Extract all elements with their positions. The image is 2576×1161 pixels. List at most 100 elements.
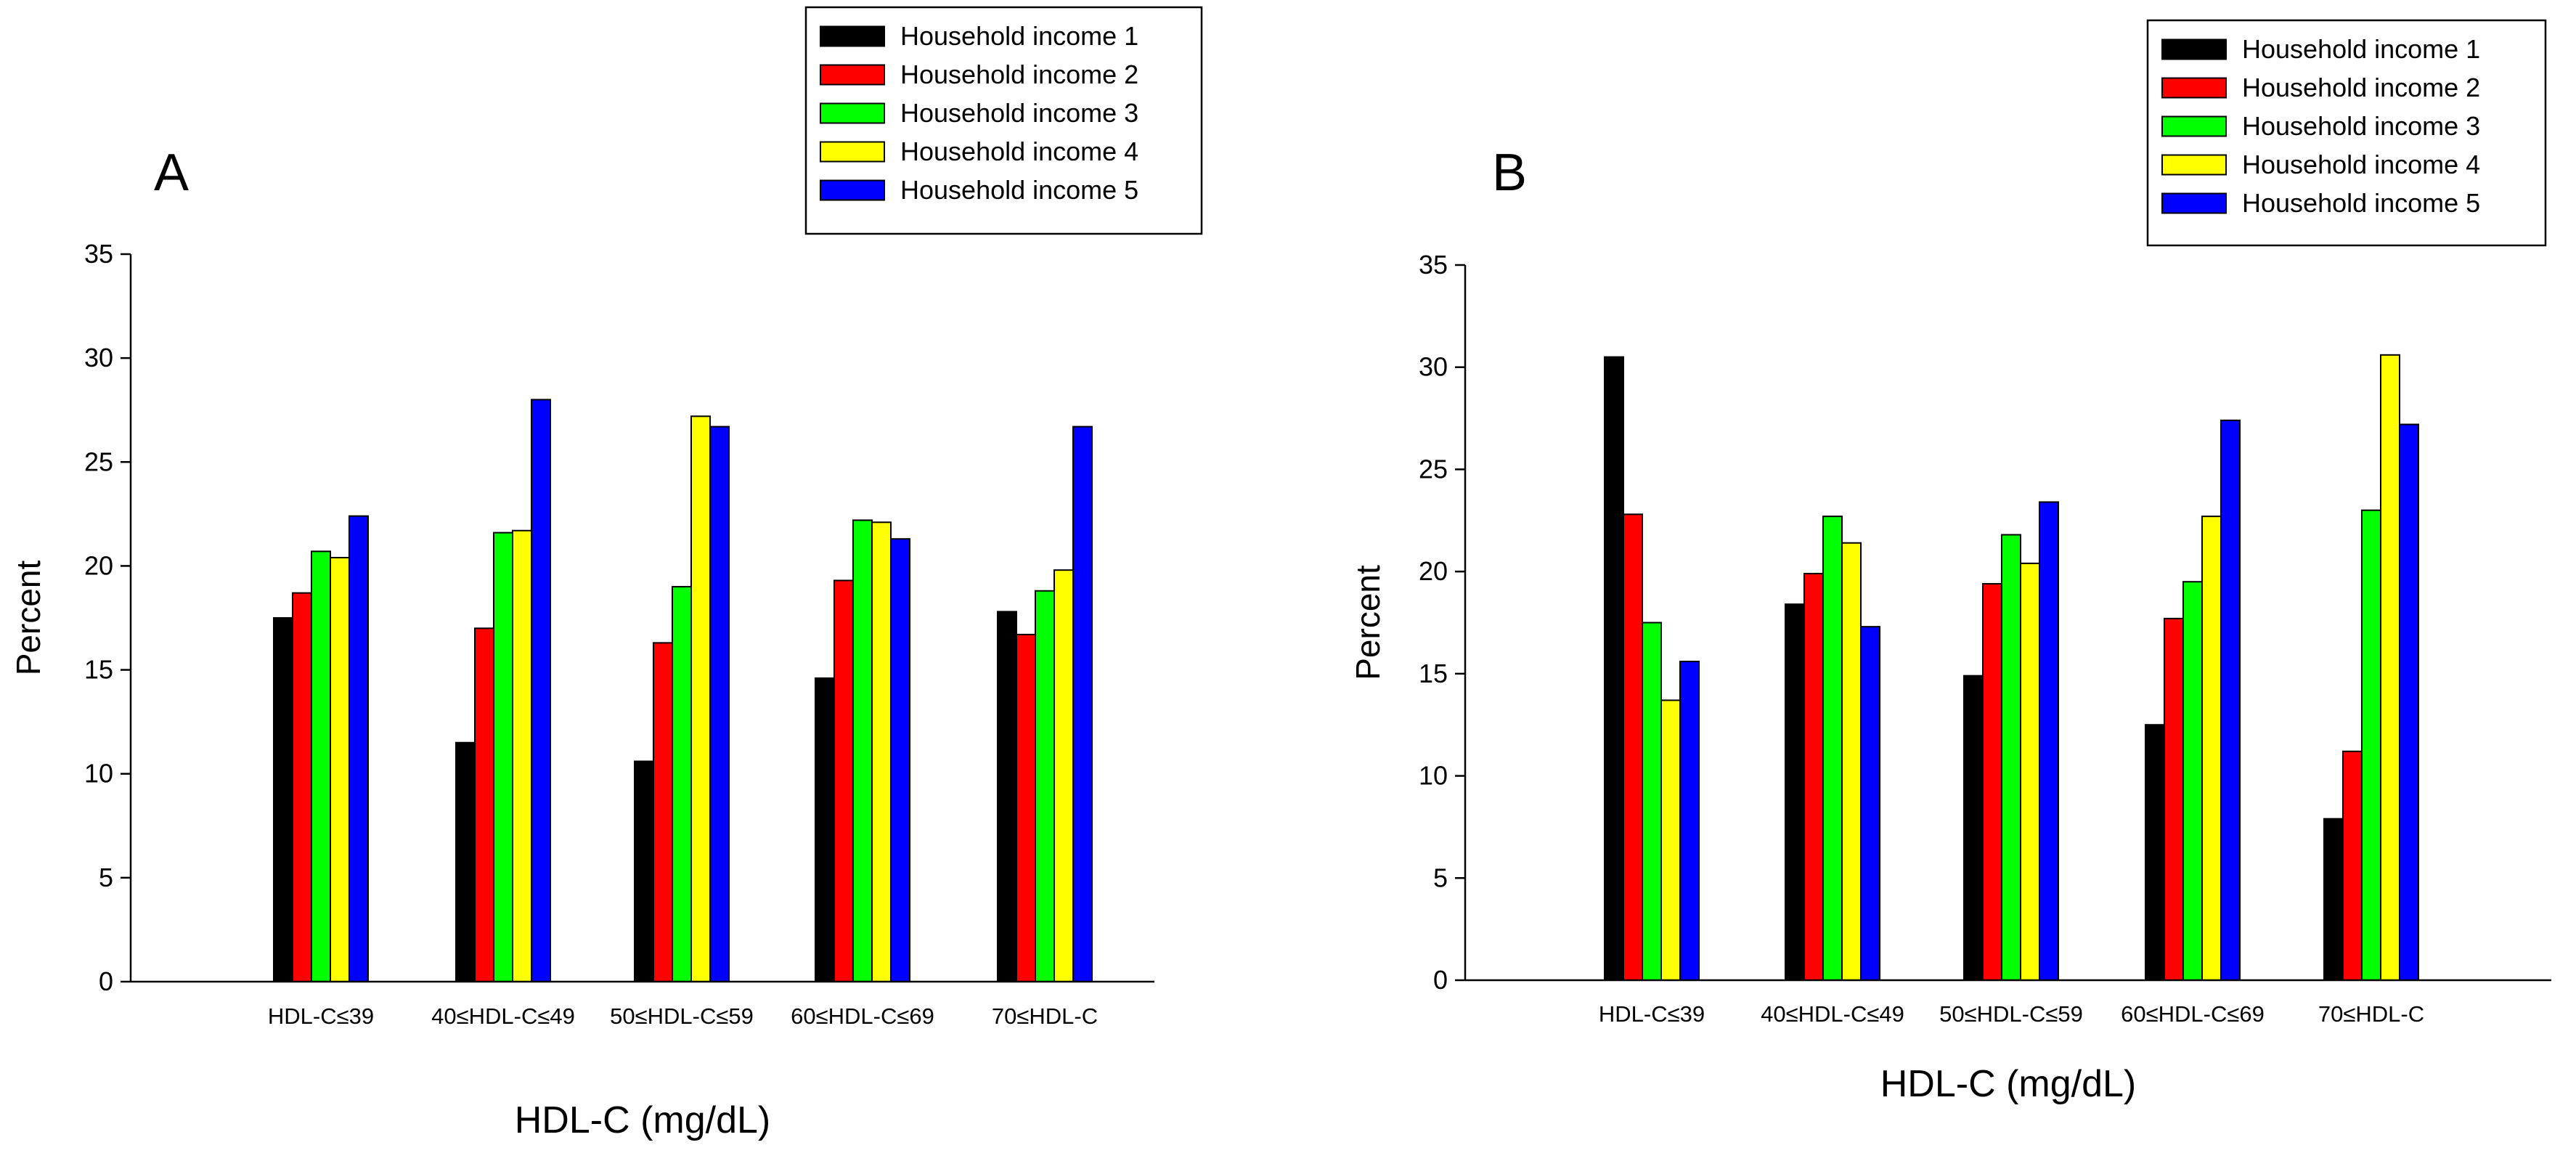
y-tick-label-b-15: 15 bbox=[1419, 659, 1448, 688]
category-label-a-3: 50≤HDL-C≤59 bbox=[610, 1003, 754, 1029]
legend-swatch-b-4 bbox=[2161, 154, 2227, 176]
category-label-a-2: 40≤HDL-C≤49 bbox=[431, 1003, 575, 1029]
y-tick-label-a-0: 0 bbox=[99, 966, 113, 996]
y-tick-label-b-0: 0 bbox=[1433, 965, 1448, 995]
bar-a-series3-3 bbox=[672, 586, 692, 982]
legend-label-b-5: Household income 5 bbox=[2242, 188, 2480, 218]
bar-b-series3-3 bbox=[2001, 534, 2021, 981]
bar-b-series1-3 bbox=[1963, 675, 1984, 982]
bar-b-series1-1 bbox=[1604, 356, 1624, 981]
legend-label-b-1: Household income 1 bbox=[2242, 34, 2480, 64]
bar-a-series5-2 bbox=[531, 399, 551, 982]
y-axis-title-b: Percent bbox=[1349, 565, 1387, 680]
bar-a-series3-2 bbox=[493, 531, 513, 982]
bar-a-series4-4 bbox=[871, 521, 892, 982]
bar-b-series3-2 bbox=[1822, 516, 1843, 981]
y-tick-label-a-15: 15 bbox=[84, 655, 113, 685]
bar-b-series1-4 bbox=[2145, 724, 2165, 981]
panel-label-a: A bbox=[154, 144, 189, 202]
legend-swatch-b-5 bbox=[2161, 192, 2227, 214]
bar-b-series4-3 bbox=[2020, 562, 2040, 981]
y-tick-label-a-10: 10 bbox=[84, 759, 113, 789]
bar-b-series4-1 bbox=[1660, 699, 1681, 981]
legend-a: Household income 1 Household income 2 Hous… bbox=[804, 6, 1203, 235]
y-tick-label-b-35: 35 bbox=[1419, 250, 1448, 280]
bar-a-series4-3 bbox=[690, 415, 711, 982]
bar-b-series3-4 bbox=[2182, 581, 2203, 981]
bar-b-series1-2 bbox=[1785, 603, 1805, 981]
category-label-b-1: HDL-C≤39 bbox=[1599, 1001, 1705, 1027]
bar-a-series1-3 bbox=[634, 760, 654, 982]
bar-a-series3-1 bbox=[311, 550, 331, 982]
category-label-b-2: 40≤HDL-C≤49 bbox=[1761, 1001, 1904, 1027]
legend-label-b-4: Household income 4 bbox=[2242, 150, 2480, 179]
legend-label-a-1: Household income 1 bbox=[900, 21, 1138, 51]
category-label-a-4: 60≤HDL-C≤69 bbox=[791, 1003, 934, 1029]
y-tick-label-a-20: 20 bbox=[84, 550, 113, 580]
bar-b-series5-3 bbox=[2039, 501, 2059, 981]
bar-a-series4-1 bbox=[330, 556, 350, 982]
bar-a-series2-5 bbox=[1016, 633, 1036, 982]
bar-a-series2-1 bbox=[292, 592, 312, 982]
legend-label-a-3: Household income 3 bbox=[900, 98, 1138, 128]
bar-a-series5-1 bbox=[349, 515, 369, 982]
y-tick-label-b-30: 30 bbox=[1419, 352, 1448, 382]
legend-swatch-a-5 bbox=[820, 179, 885, 201]
legend-label-b-2: Household income 2 bbox=[2242, 73, 2480, 102]
category-label-b-5: 70≤HDL-C bbox=[2318, 1001, 2424, 1027]
bar-a-series2-3 bbox=[653, 642, 673, 983]
bar-b-series5-4 bbox=[2220, 419, 2241, 981]
legend-swatch-b-3 bbox=[2161, 115, 2227, 137]
legend-label-a-2: Household income 2 bbox=[900, 60, 1138, 89]
bar-a-series5-5 bbox=[1072, 425, 1093, 982]
panel-label-b: B bbox=[1492, 144, 1527, 202]
bar-b-series4-4 bbox=[2201, 516, 2222, 981]
legend-swatch-a-4 bbox=[820, 141, 885, 163]
bar-a-series3-5 bbox=[1035, 590, 1055, 982]
legend-swatch-a-3 bbox=[820, 102, 885, 124]
y-tick-label-b-25: 25 bbox=[1419, 454, 1448, 484]
bar-b-series5-5 bbox=[2399, 423, 2419, 981]
bar-b-series2-2 bbox=[1803, 572, 1824, 981]
bar-b-series2-5 bbox=[2342, 750, 2363, 982]
bar-b-series5-1 bbox=[1679, 660, 1700, 981]
bar-a-series1-5 bbox=[997, 611, 1017, 982]
bar-b-series1-5 bbox=[2323, 818, 2344, 981]
chart-panel-b: 0 5 10 15 20 25 30 35 HDL-C≤39 40≤HDL-C≤49 50≤HDL-… bbox=[1349, 19, 2551, 1105]
x-axis-title-a: HDL-C (mg/dL) bbox=[515, 1099, 771, 1141]
bar-a-series4-5 bbox=[1053, 569, 1074, 982]
bar-a-series1-1 bbox=[273, 617, 293, 982]
bar-a-series5-4 bbox=[890, 538, 910, 982]
y-tick-label-a-5: 5 bbox=[99, 863, 113, 892]
bar-a-series3-4 bbox=[852, 519, 873, 982]
y-tick-label-a-25: 25 bbox=[84, 447, 113, 476]
category-label-a-1: HDL-C≤39 bbox=[268, 1003, 374, 1029]
bar-a-series1-2 bbox=[455, 741, 476, 982]
category-label-a-5: 70≤HDL-C bbox=[992, 1003, 1098, 1029]
bar-b-series4-2 bbox=[1841, 542, 1862, 981]
y-tick-label-b-20: 20 bbox=[1419, 556, 1448, 586]
bar-b-series4-5 bbox=[2380, 354, 2400, 982]
y-axis-title-a: Percent bbox=[9, 561, 47, 676]
legend-swatch-a-1 bbox=[820, 25, 885, 47]
legend-swatch-b-1 bbox=[2161, 38, 2227, 60]
legend-swatch-b-2 bbox=[2161, 77, 2227, 99]
bar-b-series3-1 bbox=[1642, 622, 1662, 981]
bar-a-series4-2 bbox=[512, 529, 532, 982]
y-tick-label-a-35: 35 bbox=[84, 239, 113, 269]
bar-b-series2-1 bbox=[1623, 513, 1643, 981]
category-label-b-3: 50≤HDL-C≤59 bbox=[1939, 1001, 2083, 1027]
legend-label-a-5: Household income 5 bbox=[900, 175, 1138, 205]
bar-b-series3-5 bbox=[2361, 509, 2381, 981]
bar-a-series2-4 bbox=[833, 579, 854, 982]
y-tick-label-a-30: 30 bbox=[84, 343, 113, 372]
legend-b: Household income 1 Household income 2 Hous… bbox=[2146, 19, 2547, 247]
chart-panel-a: 0 5 10 15 20 25 30 35 HDL-C≤39 40≤HDL-C≤49 50≤HDL-… bbox=[9, 6, 1203, 1141]
bar-b-series2-3 bbox=[1982, 583, 2002, 981]
bar-b-series5-2 bbox=[1860, 626, 1880, 982]
bar-a-series2-2 bbox=[474, 627, 494, 982]
x-axis-title-b: HDL-C (mg/dL) bbox=[1880, 1063, 2137, 1105]
bar-a-series5-3 bbox=[709, 425, 730, 982]
y-tick-label-b-10: 10 bbox=[1419, 761, 1448, 791]
